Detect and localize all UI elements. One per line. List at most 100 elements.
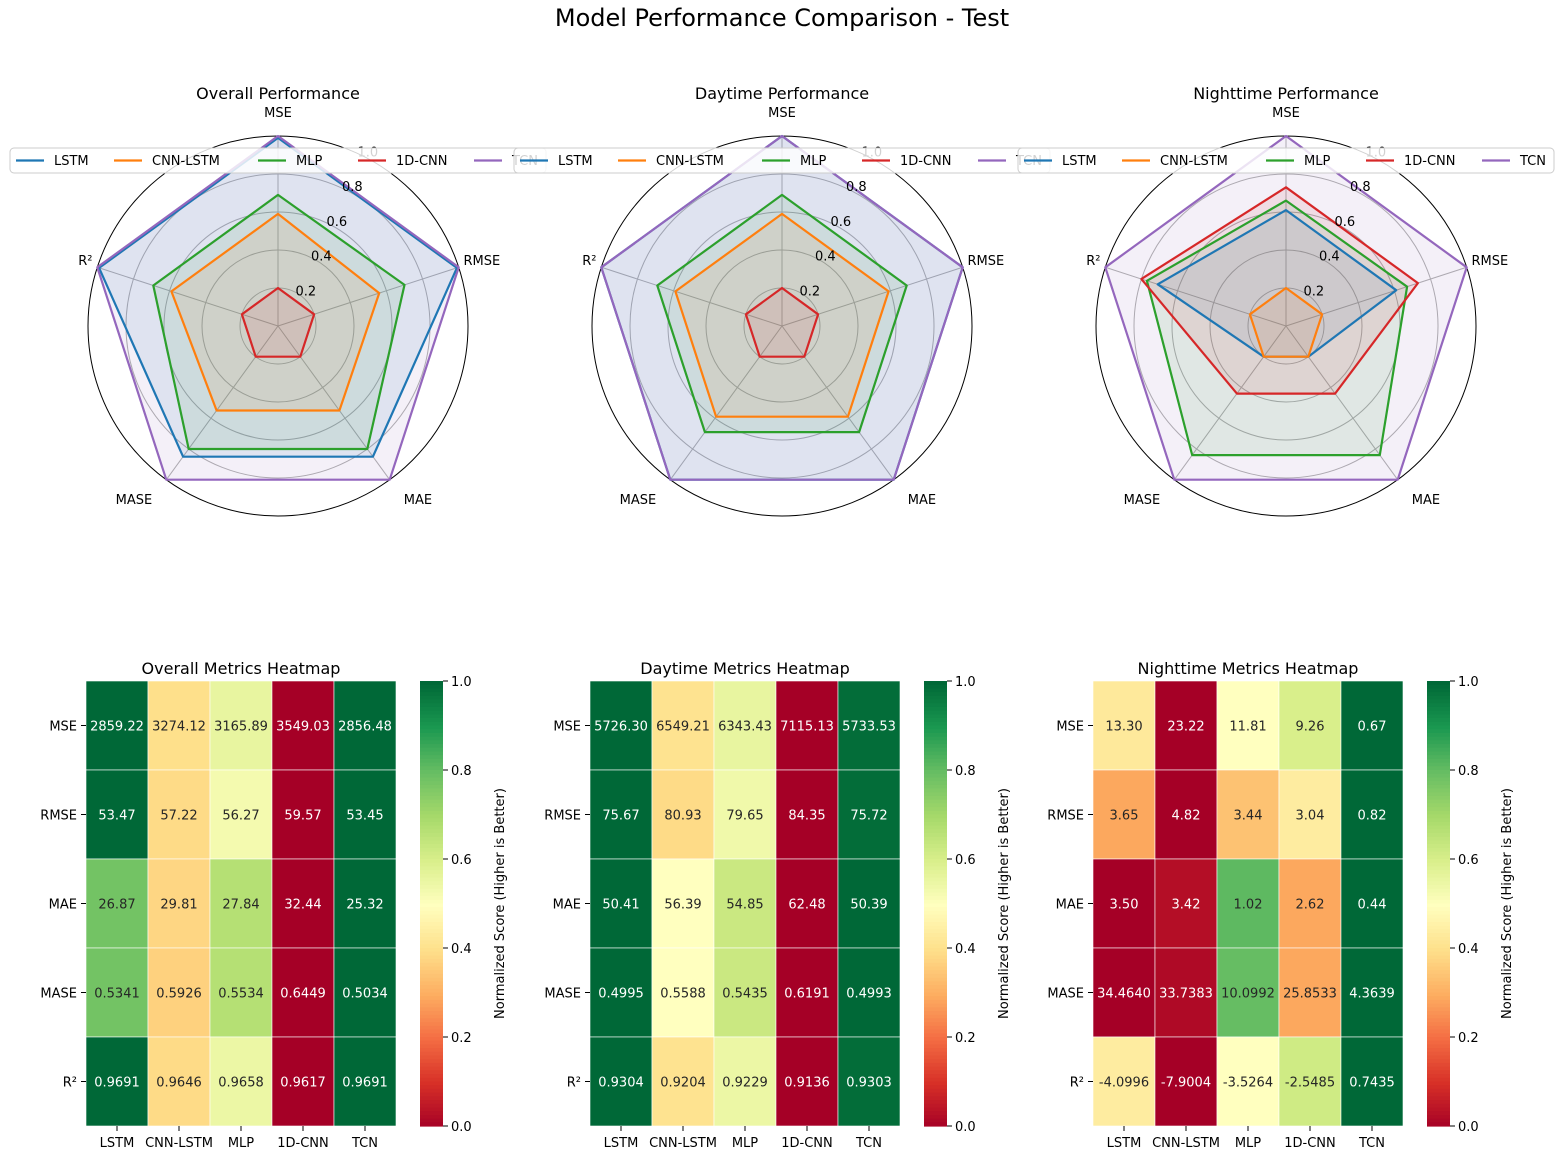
colorbar-gradient-step: [420, 1055, 443, 1060]
colorbar-gradient-step: [1427, 1014, 1450, 1020]
colorbar-gradient-step: [420, 799, 443, 804]
colorbar-gradient-step: [924, 821, 947, 827]
heatmap-cell: [271, 947, 335, 1038]
colorbar-gradient-step: [420, 1044, 443, 1049]
heatmap-cell-label: 3549.03: [276, 720, 330, 735]
colorbar-gradient-step: [924, 795, 947, 801]
radar-title: Nighttime Performance: [1193, 84, 1379, 103]
radar-rtick-label: 0.4: [1319, 250, 1340, 265]
heatmap-cell-label: 0.9646: [156, 1076, 202, 1091]
colorbar-tick-label: 0.0: [451, 1120, 472, 1135]
colorbar-gradient-step: [924, 721, 947, 727]
colorbar-gradient-step: [1427, 721, 1450, 727]
colorbar-gradient-step: [924, 951, 947, 957]
heatmap-cell: [333, 680, 397, 771]
colorbar-gradient-step: [924, 970, 947, 975]
heatmap-cell-label: 0.67: [1358, 720, 1387, 735]
colorbar-gradient-step: [924, 807, 947, 812]
colorbar-gradient-step: [1427, 977, 1450, 982]
colorbar-gradient-step: [420, 951, 443, 957]
colorbar-gradient-step: [420, 1029, 443, 1034]
heatmap-cell: [1278, 858, 1342, 949]
colorbar-gradient-step: [1427, 825, 1450, 830]
colorbar-gradient-step: [420, 992, 443, 997]
colorbar-gradient-step: [1427, 925, 1450, 931]
radar-area-CNN-LSTM: [675, 213, 889, 417]
heatmap-title: Nighttime Metrics Heatmap: [1138, 659, 1359, 678]
colorbar-gradient-step: [420, 877, 443, 882]
colorbar-gradient-step: [420, 729, 443, 734]
colorbar-gradient-step: [420, 910, 443, 916]
colorbar-tick-label: 0.2: [955, 1031, 976, 1046]
heatmap-cell-label: 0.5435: [722, 987, 768, 1002]
colorbar-gradient-step: [420, 710, 443, 715]
colorbar-gradient-step: [924, 762, 947, 767]
colorbar-gradient-step: [924, 1088, 947, 1094]
heatmap-cell-label: 50.41: [602, 898, 639, 913]
colorbar-gradient-step: [1427, 1062, 1450, 1068]
colorbar-gradient-step: [420, 1092, 443, 1097]
colorbar-gradient-step: [420, 766, 443, 771]
colorbar-tick-label: 0.6: [955, 853, 976, 868]
colorbar-gradient-step: [1427, 1055, 1450, 1060]
radar-chart-2: Daytime Performance0.20.40.60.81.0MSERMS…: [513, 84, 1051, 517]
colorbar-gradient-step: [924, 888, 947, 893]
colorbar-gradient-step: [1427, 1022, 1450, 1027]
heatmap-xtick-label: MLP: [1235, 1136, 1261, 1151]
heatmap-cell: [1340, 947, 1404, 1038]
colorbar-gradient-step: [1427, 1100, 1450, 1105]
colorbar-gradient-step: [420, 1077, 443, 1083]
heatmap-cell-label: 3.04: [1296, 809, 1325, 824]
heatmap-cell: [147, 769, 211, 860]
heatmap-cell: [1340, 769, 1404, 860]
heatmap-cell: [1278, 680, 1342, 771]
heatmap-1: Overall Metrics Heatmap 2859.22 3274.12 316…: [40, 659, 508, 1151]
colorbar-gradient-step: [1427, 936, 1450, 942]
colorbar-gradient-step: [420, 747, 443, 753]
colorbar-gradient-step: [924, 870, 947, 875]
heatmap-cell: [1216, 680, 1280, 771]
heatmap-cell-label: 1.02: [1234, 898, 1263, 913]
colorbar-gradient-step: [1427, 1007, 1450, 1012]
radar-area-TCN: [97, 136, 459, 480]
colorbar-gradient-step: [420, 784, 443, 790]
radar-area-1D-CNN: [745, 288, 819, 357]
colorbar-gradient-step: [1427, 1085, 1450, 1090]
colorbar-tick-label: 0.0: [1458, 1120, 1479, 1135]
colorbar-gradient-step: [420, 888, 443, 893]
heatmap-cell: [1092, 680, 1156, 771]
colorbar-gradient-step: [1427, 966, 1450, 971]
colorbar-gradient-step: [924, 1037, 947, 1042]
colorbar-gradient-step: [1427, 892, 1450, 897]
radar-axis-label: MASE: [1124, 493, 1161, 508]
legend-label-1D-CNN: 1D-CNN: [1404, 154, 1456, 169]
heatmap-cell-label: 0.5926: [156, 987, 202, 1002]
colorbar-gradient-step: [420, 959, 443, 964]
radar-axis-label: MSE: [1272, 106, 1300, 121]
colorbar-gradient-step: [1427, 951, 1450, 957]
colorbar-gradient-step: [924, 1040, 947, 1046]
colorbar-gradient-step: [1427, 907, 1450, 912]
radar-spoke: [669, 325, 783, 481]
colorbar-gradient-step: [420, 929, 443, 934]
heatmap-xtick-label: 1D-CNN: [277, 1136, 329, 1151]
colorbar-gradient-step: [1427, 781, 1450, 786]
colorbar-gradient-step: [420, 795, 443, 801]
colorbar-gradient-step: [924, 899, 947, 905]
heatmap-ytick-label: MAE: [49, 898, 77, 913]
colorbar-gradient-step: [924, 792, 947, 797]
colorbar-gradient-step: [1427, 1088, 1450, 1094]
heatmap-cell: [1092, 858, 1156, 949]
colorbar-gradient-step: [1427, 866, 1450, 871]
radar-area-TCN: [1105, 136, 1467, 480]
colorbar-gradient-step: [924, 781, 947, 786]
heatmap-cell-label: 29.81: [160, 898, 197, 913]
heatmap-ytick-label: R²: [63, 1076, 77, 1091]
heatmap-cell: [147, 680, 211, 771]
radar-area-TCN: [601, 136, 963, 480]
heatmap-colorbar: 0.0 0.2 0.4 0.6 0.8 1.0 Normalized Score (High…: [1427, 675, 1515, 1135]
heatmap-ytick-label: MSE: [49, 720, 77, 735]
colorbar-gradient-step: [924, 818, 947, 823]
colorbar-tick-label: 0.4: [955, 942, 976, 957]
colorbar-gradient-step: [1427, 859, 1450, 864]
